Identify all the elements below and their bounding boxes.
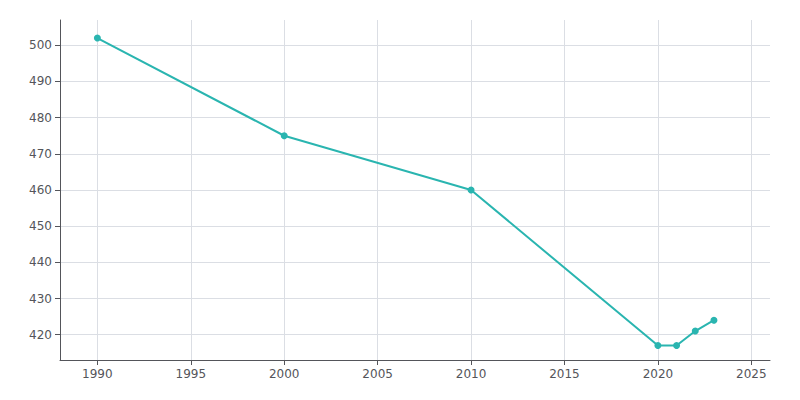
svg-text:420: 420 [29, 328, 52, 342]
svg-text:480: 480 [29, 111, 52, 125]
svg-text:2005: 2005 [362, 367, 393, 381]
svg-text:470: 470 [29, 147, 52, 161]
svg-text:450: 450 [29, 219, 52, 233]
svg-text:2000: 2000 [269, 367, 300, 381]
svg-text:1995: 1995 [176, 367, 207, 381]
svg-text:430: 430 [29, 292, 52, 306]
svg-text:2010: 2010 [456, 367, 487, 381]
svg-text:500: 500 [29, 38, 52, 52]
svg-text:2020: 2020 [643, 367, 674, 381]
svg-text:1990: 1990 [82, 367, 113, 381]
svg-text:2025: 2025 [736, 367, 767, 381]
svg-text:460: 460 [29, 183, 52, 197]
svg-text:490: 490 [29, 74, 52, 88]
svg-text:2015: 2015 [549, 367, 580, 381]
svg-text:440: 440 [29, 255, 52, 269]
